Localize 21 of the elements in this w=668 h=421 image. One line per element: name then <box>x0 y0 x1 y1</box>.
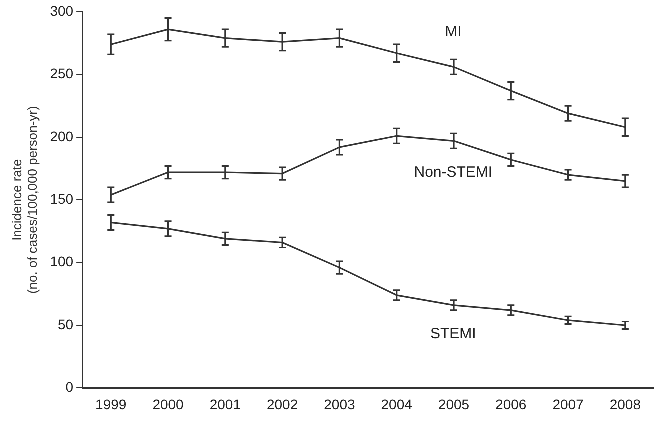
series-label: STEMI <box>430 326 476 343</box>
y-tick-label: 250 <box>50 66 74 82</box>
y-axis-title: Incidence rate (no. of cases/100,000 person-yr) <box>9 106 40 294</box>
y-tick-label: 0 <box>66 379 74 396</box>
series-label: MI <box>445 23 462 40</box>
x-tick-label: 2000 <box>152 396 184 412</box>
x-tick-label: 2005 <box>438 396 470 412</box>
x-tick-label: 2004 <box>381 396 413 412</box>
y-tick-label: 50 <box>58 316 74 332</box>
x-tick-label: 2001 <box>210 396 242 412</box>
x-tick-label: 2006 <box>496 396 527 412</box>
y-tick-label: 100 <box>50 254 74 270</box>
y-tick-label: 200 <box>50 128 74 144</box>
series-label: Non-STEMI <box>414 164 493 181</box>
y-tick-label: 300 <box>50 2 74 19</box>
x-tick-label: 2008 <box>610 396 642 412</box>
x-tick-label: 1999 <box>96 396 127 412</box>
x-tick-label: 2007 <box>552 396 584 412</box>
x-tick-label: 2003 <box>324 396 356 412</box>
x-tick-label: 2002 <box>266 396 298 412</box>
y-tick-label: 150 <box>50 190 74 207</box>
